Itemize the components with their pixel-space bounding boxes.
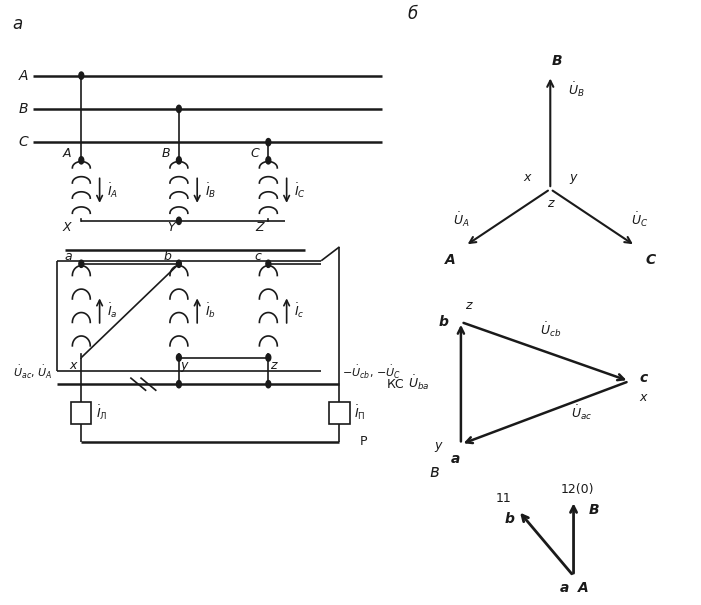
Text: y: y [569, 171, 577, 184]
Text: y: y [435, 439, 442, 453]
Text: C: C [19, 135, 29, 149]
Bar [329, 402, 350, 424]
Text: b: b [504, 512, 514, 526]
Text: B: B [589, 503, 599, 517]
Text: $\dot{U}_{ac}$: $\dot{U}_{ac}$ [571, 404, 592, 422]
Text: $\dot{U}_{ba}$: $\dot{U}_{ba}$ [408, 374, 429, 393]
Text: X: X [62, 221, 72, 234]
Circle shape [177, 260, 182, 267]
Text: b: b [164, 250, 172, 263]
Text: $\dot{I}_{\rm П}$: $\dot{I}_{\rm П}$ [354, 404, 365, 422]
Text: $-\dot{U}_{cb}$, $-\dot{U}_C$: $-\dot{U}_{cb}$, $-\dot{U}_C$ [341, 364, 401, 381]
Text: а: а [12, 15, 22, 33]
Text: $\dot{I}_C$: $\dot{I}_C$ [294, 182, 306, 200]
Text: б: б [407, 5, 417, 23]
Text: C: C [251, 148, 259, 160]
Text: x: x [524, 171, 531, 184]
Circle shape [266, 260, 271, 267]
Circle shape [79, 157, 83, 164]
Circle shape [177, 354, 182, 361]
Circle shape [266, 381, 271, 388]
Text: $\dot{I}_a$: $\dot{I}_a$ [107, 301, 118, 320]
Text: A: A [19, 68, 29, 83]
Text: $\dot{I}_A$: $\dot{I}_A$ [107, 182, 118, 200]
Text: A: A [62, 148, 72, 160]
Circle shape [177, 157, 182, 164]
Text: c: c [639, 371, 648, 385]
Text: $\dot{U}_B$: $\dot{U}_B$ [569, 80, 585, 99]
Text: в: в [429, 463, 439, 481]
Text: z: z [465, 299, 472, 313]
Text: A: A [578, 581, 589, 595]
Circle shape [266, 157, 271, 164]
Circle shape [266, 354, 271, 361]
Text: a: a [560, 581, 569, 595]
Text: $\dot{U}_{ac}$, $\dot{U}_A$: $\dot{U}_{ac}$, $\dot{U}_A$ [13, 364, 53, 381]
Text: $\dot{U}_A$: $\dot{U}_A$ [453, 210, 470, 229]
Text: КС: КС [386, 378, 404, 391]
Text: $\dot{I}_c$: $\dot{I}_c$ [294, 301, 304, 320]
Text: y: y [181, 359, 188, 372]
Text: $\dot{I}_{\rm Л}$: $\dot{I}_{\rm Л}$ [95, 404, 107, 422]
Circle shape [79, 260, 83, 267]
Circle shape [177, 105, 182, 113]
Text: x: x [639, 391, 647, 404]
Text: $\dot{I}_b$: $\dot{I}_b$ [205, 301, 215, 320]
Text: $\dot{U}_{cb}$: $\dot{U}_{cb}$ [540, 320, 561, 339]
Text: z: z [547, 197, 554, 209]
Text: a: a [451, 452, 461, 466]
Circle shape [266, 139, 271, 146]
Text: B: B [161, 148, 170, 160]
Text: B: B [552, 54, 562, 68]
Text: C: C [645, 253, 655, 267]
Text: $\dot{I}_B$: $\dot{I}_B$ [205, 182, 216, 200]
Text: x: x [69, 359, 76, 372]
Bar [72, 402, 91, 424]
Text: a: a [64, 250, 72, 263]
Text: Y: Y [168, 221, 175, 234]
Text: c: c [254, 250, 261, 263]
Text: 12(0): 12(0) [561, 483, 594, 496]
Text: z: z [270, 359, 276, 372]
Text: Z: Z [256, 221, 264, 234]
Text: 11: 11 [496, 492, 512, 505]
Text: A: A [444, 253, 456, 267]
Text: b: b [438, 315, 449, 329]
Text: Р: Р [360, 435, 367, 448]
Circle shape [177, 217, 182, 224]
Text: $\dot{U}_C$: $\dot{U}_C$ [631, 210, 648, 229]
Circle shape [177, 381, 182, 388]
Text: B: B [19, 102, 29, 116]
Circle shape [79, 72, 83, 79]
